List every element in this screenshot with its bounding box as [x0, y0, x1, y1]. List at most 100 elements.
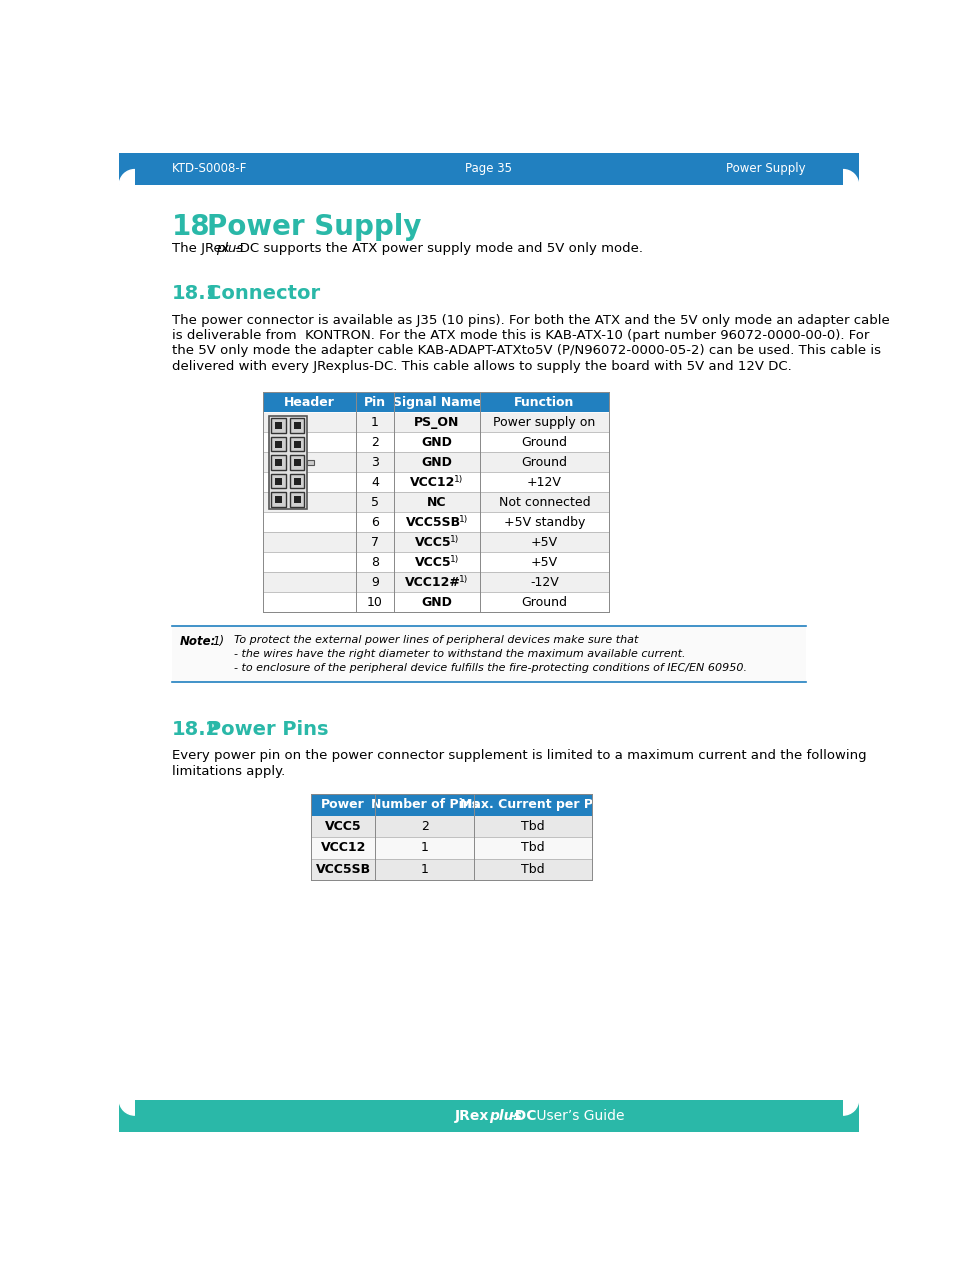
Text: VCC5SB: VCC5SB	[315, 862, 371, 876]
Text: 5: 5	[371, 496, 378, 509]
Bar	[262, 412, 608, 432]
Bar	[262, 472, 608, 492]
Text: VCC12: VCC12	[410, 476, 456, 488]
Text: Header: Header	[283, 396, 335, 408]
Text: Power supply on: Power supply on	[493, 416, 595, 429]
Bar	[294, 496, 300, 502]
Bar	[290, 473, 304, 488]
Text: PS_ON: PS_ON	[414, 416, 459, 429]
Bar	[311, 815, 592, 837]
Circle shape	[119, 1084, 150, 1116]
Bar	[274, 477, 282, 485]
Text: limitations apply.: limitations apply.	[172, 764, 285, 777]
Circle shape	[827, 169, 858, 201]
Text: is deliverable from  KONTRON. For the ATX mode this is KAB-ATX-10 (part number 9: is deliverable from KONTRON. For the ATX…	[172, 329, 868, 342]
Bar	[262, 593, 608, 612]
Text: GND: GND	[421, 435, 452, 449]
Text: 8: 8	[371, 556, 378, 569]
Text: Number of Pins: Number of Pins	[370, 799, 478, 812]
Text: 9: 9	[371, 576, 378, 589]
Text: Tbd: Tbd	[520, 842, 544, 855]
Text: 2: 2	[420, 820, 428, 833]
Text: +5V: +5V	[530, 536, 558, 548]
Bar	[290, 455, 304, 469]
Text: Tbd: Tbd	[520, 820, 544, 833]
Bar	[271, 473, 286, 488]
Text: JRex: JRex	[454, 1109, 488, 1123]
Text: 2: 2	[371, 435, 378, 449]
Text: 1: 1	[420, 862, 428, 876]
Bar	[294, 440, 300, 448]
Text: Power Supply: Power Supply	[725, 163, 805, 176]
Text: -DC: -DC	[509, 1109, 536, 1123]
Text: 1): 1)	[458, 515, 468, 524]
Text: VCC12#: VCC12#	[405, 576, 460, 589]
Text: VCC12: VCC12	[320, 842, 366, 855]
Text: Power Supply: Power Supply	[207, 212, 421, 240]
Text: Pin: Pin	[363, 396, 386, 408]
Bar	[262, 452, 608, 472]
Text: 1): 1)	[212, 636, 224, 649]
Text: VCC5: VCC5	[325, 820, 361, 833]
Bar	[290, 492, 304, 506]
Text: 18.1: 18.1	[172, 285, 220, 303]
Bar	[262, 552, 608, 572]
Bar	[271, 436, 286, 452]
Text: KTD-S0008-F: KTD-S0008-F	[172, 163, 247, 176]
Text: Not connected: Not connected	[498, 496, 590, 509]
Text: 7: 7	[371, 536, 378, 548]
Bar	[271, 455, 286, 469]
Bar	[274, 459, 282, 466]
Text: -12V: -12V	[530, 576, 558, 589]
Bar	[311, 859, 592, 880]
Bar	[134, 153, 842, 184]
Text: 18.2: 18.2	[172, 720, 220, 739]
Circle shape	[827, 1084, 858, 1116]
Text: Ground: Ground	[520, 435, 567, 449]
Text: Max. Current per Pin: Max. Current per Pin	[459, 799, 605, 812]
Text: 1: 1	[371, 416, 378, 429]
Text: The JRex: The JRex	[172, 242, 229, 254]
Text: Tbd: Tbd	[520, 862, 544, 876]
Text: Every power pin on the power connector supplement is limited to a maximum curren: Every power pin on the power connector s…	[172, 749, 865, 762]
Text: User’s Guide: User’s Guide	[532, 1109, 624, 1123]
Text: Ground: Ground	[520, 455, 567, 468]
Bar	[172, 626, 805, 682]
Text: plus: plus	[216, 242, 243, 254]
Bar	[262, 392, 608, 412]
Text: +5V standby: +5V standby	[503, 515, 584, 529]
Text: GND: GND	[421, 455, 452, 468]
Text: -DC supports the ATX power supply mode and 5V only mode.: -DC supports the ATX power supply mode a…	[235, 242, 643, 254]
Bar	[262, 432, 608, 452]
Bar	[269, 416, 307, 509]
Text: Power: Power	[321, 799, 365, 812]
Bar	[119, 153, 858, 184]
Text: 4: 4	[371, 476, 378, 488]
Text: Power Pins: Power Pins	[207, 720, 328, 739]
Text: delivered with every JRexplus-DC. This cable allows to supply the board with 5V : delivered with every JRexplus-DC. This c…	[172, 360, 791, 373]
Bar	[294, 422, 300, 429]
Text: Note:: Note:	[179, 636, 215, 649]
Bar	[294, 459, 300, 466]
Text: To protect the external power lines of peripheral devices make sure that: To protect the external power lines of p…	[233, 636, 638, 645]
Text: Ground: Ground	[520, 595, 567, 609]
Bar	[274, 422, 282, 429]
Circle shape	[119, 169, 150, 201]
Bar	[119, 1100, 858, 1132]
Text: The power connector is available as J35 (10 pins). For both the ATX and the 5V o: The power connector is available as J35 …	[172, 314, 889, 327]
Text: 1): 1)	[454, 474, 463, 483]
Text: - to enclosure of the peripheral device fulfills the fire-protecting conditions : - to enclosure of the peripheral device …	[233, 663, 746, 673]
Bar	[262, 513, 608, 532]
Text: 6: 6	[371, 515, 378, 529]
Text: 1): 1)	[450, 555, 459, 563]
Text: Connector: Connector	[207, 285, 319, 303]
Text: - the wires have the right diameter to withstand the maximum available current.: - the wires have the right diameter to w…	[233, 649, 685, 659]
Bar	[262, 572, 608, 593]
Bar	[307, 460, 314, 466]
Text: 1): 1)	[450, 534, 459, 543]
Bar	[290, 418, 304, 432]
Text: +5V: +5V	[530, 556, 558, 569]
Bar	[134, 1100, 842, 1132]
Bar	[311, 794, 592, 815]
Text: 18: 18	[172, 212, 211, 240]
